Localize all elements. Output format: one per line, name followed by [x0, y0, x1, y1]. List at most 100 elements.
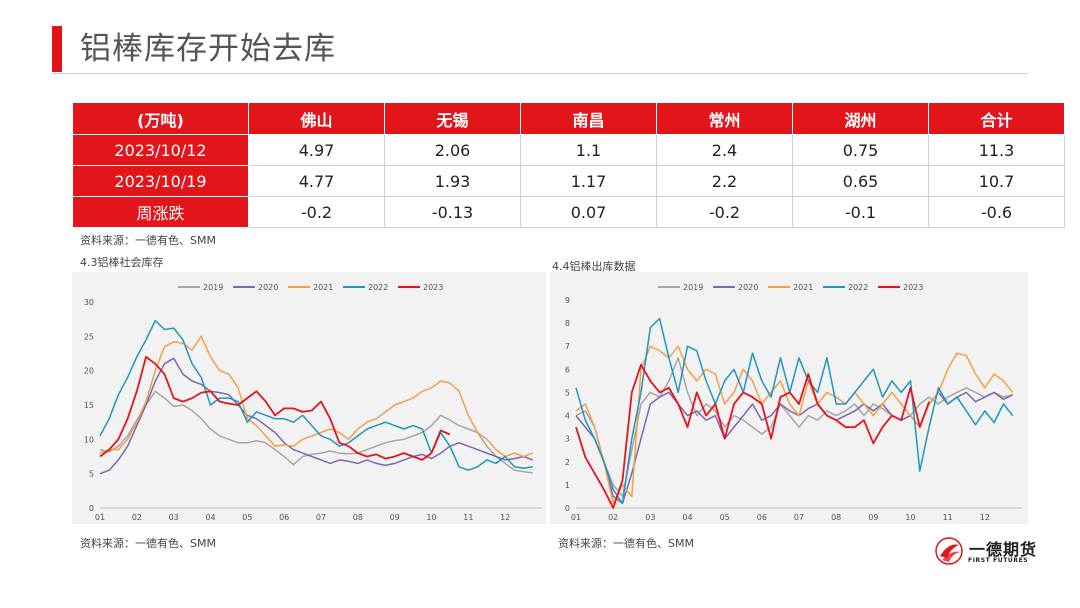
series-line-2020: [575, 391, 1014, 505]
logo-name: 一德期货: [969, 540, 1038, 559]
chart-title-left: 4.3铝棒社会库存: [80, 256, 164, 269]
table-header-cell: 合计: [928, 102, 1065, 135]
series-line-2023: [575, 363, 930, 509]
table-header-cell: 湖州: [792, 102, 929, 135]
x-tick-label: 01: [95, 513, 105, 522]
y-tick-label: 2: [565, 458, 570, 467]
table-cell: 11.3: [928, 134, 1065, 166]
x-tick-label: 10: [905, 513, 915, 522]
series-line-2019: [575, 357, 1013, 498]
x-tick-label: 05: [720, 513, 730, 522]
y-tick-label: 0: [89, 504, 94, 513]
y-tick-label: 8: [565, 319, 570, 328]
row-label-cell: 2023/10/19: [72, 165, 249, 197]
table-header-cell: 佛山: [248, 102, 385, 135]
table-row: 2023/10/12 4.97 2.06 1.1 2.4 0.75 11.3: [72, 134, 1065, 166]
chart-source-note-left: 资料来源：一德有色、SMM: [80, 537, 216, 550]
table-cell: 2.4: [656, 134, 793, 166]
x-tick-label: 04: [682, 513, 692, 522]
table-cell: 10.7: [928, 165, 1065, 197]
legend-label-2020: 2020: [738, 283, 758, 292]
x-tick-label: 08: [353, 513, 363, 522]
chart-source-note-right: 资料来源：一德有色、SMM: [558, 537, 694, 550]
table-cell: -0.13: [384, 196, 521, 228]
y-tick-label: 4: [565, 412, 570, 421]
x-tick-label: 01: [571, 513, 581, 522]
series-line-2021: [575, 345, 1014, 505]
y-tick-label: 5: [89, 470, 94, 479]
x-tick-label: 09: [868, 513, 878, 522]
table-header-cell: (万吨): [72, 102, 249, 135]
legend-label-2021: 2021: [793, 283, 813, 292]
y-tick-label: 1: [565, 481, 570, 490]
x-tick-label: 03: [169, 513, 179, 522]
y-tick-label: 20: [84, 367, 94, 376]
x-tick-label: 12: [980, 513, 990, 522]
table-header-cell: 无锡: [384, 102, 521, 135]
x-tick-label: 11: [463, 513, 473, 522]
table-cell: -0.1: [792, 196, 929, 228]
table-cell: -0.2: [248, 196, 385, 228]
table-cell: 1.17: [520, 165, 657, 197]
legend-label-2023: 2023: [423, 283, 443, 292]
x-tick-label: 12: [500, 513, 510, 522]
legend-label-2019: 2019: [203, 283, 223, 292]
table-header-row: (万吨) 佛山 无锡 南昌 常州 湖州 合计: [72, 102, 1065, 135]
legend-label-2020: 2020: [258, 283, 278, 292]
y-tick-label: 15: [84, 401, 94, 410]
row-label-cell: 2023/10/12: [72, 134, 249, 166]
chart-title-right: 4.4铝棒出库数据: [552, 260, 636, 273]
series-line-2022: [99, 319, 533, 471]
x-tick-label: 02: [132, 513, 142, 522]
x-tick-label: 06: [757, 513, 767, 522]
x-tick-label: 03: [645, 513, 655, 522]
page-title: 铝棒库存开始去库: [80, 31, 336, 67]
x-tick-label: 05: [242, 513, 252, 522]
x-tick-label: 11: [943, 513, 953, 522]
table-cell: 4.97: [248, 134, 385, 166]
y-tick-label: 30: [84, 298, 94, 307]
y-tick-label: 0: [565, 504, 570, 513]
table-cell: 1.1: [520, 134, 657, 166]
title-accent-bar: [52, 26, 62, 72]
logo-subtitle: FIRST FUTURES: [968, 557, 1029, 564]
table-cell: -0.2: [656, 196, 793, 228]
x-tick-label: 06: [279, 513, 289, 522]
table-source-note: 资料来源：一德有色、SMM: [80, 234, 216, 247]
row-label-cell: 周涨跌: [72, 196, 249, 228]
x-tick-label: 07: [794, 513, 804, 522]
table-cell: 0.65: [792, 165, 929, 197]
chart-panel-outbound: 0 1 2 3 4 5 6 7 8 9 01 02 03 04 05 06 07 08 09 10 11 12 2019 20…: [550, 272, 1028, 524]
series-line-2020: [99, 357, 534, 475]
legend-label-2022: 2022: [848, 283, 868, 292]
title-divider: [52, 73, 1028, 74]
table-cell: 0.07: [520, 196, 657, 228]
x-tick-label: 08: [831, 513, 841, 522]
y-tick-label: 25: [84, 332, 94, 341]
series-line-2021: [99, 335, 534, 458]
table-cell: 2.06: [384, 134, 521, 166]
y-tick-label: 5: [565, 388, 570, 397]
x-tick-label: 07: [316, 513, 326, 522]
y-tick-label: 6: [565, 365, 570, 374]
table-cell: 2.2: [656, 165, 793, 197]
legend-label-2019: 2019: [683, 283, 703, 292]
y-tick-label: 10: [84, 435, 94, 444]
table-header-cell: 常州: [656, 102, 793, 135]
table-header-cell: 南昌: [520, 102, 657, 135]
legend-label-2021: 2021: [313, 283, 333, 292]
x-tick-label: 09: [390, 513, 400, 522]
table-row: 2023/10/19 4.77 1.93 1.17 2.2 0.65 10.7: [72, 165, 1065, 197]
series-line-2023: [99, 356, 451, 461]
x-tick-label: 02: [608, 513, 618, 522]
inventory-table: (万吨) 佛山 无锡 南昌 常州 湖州 合计 2023/10/12 4.97 2…: [72, 102, 1065, 228]
x-tick-label: 10: [426, 513, 436, 522]
table-cell: 1.93: [384, 165, 521, 197]
legend-label-2023: 2023: [903, 283, 923, 292]
y-tick-label: 7: [565, 342, 570, 351]
x-tick-label: 04: [205, 513, 215, 522]
table-cell: 0.75: [792, 134, 929, 166]
company-logo-icon: [935, 537, 963, 565]
table-row: 周涨跌 -0.2 -0.13 0.07 -0.2 -0.1 -0.6: [72, 196, 1065, 228]
